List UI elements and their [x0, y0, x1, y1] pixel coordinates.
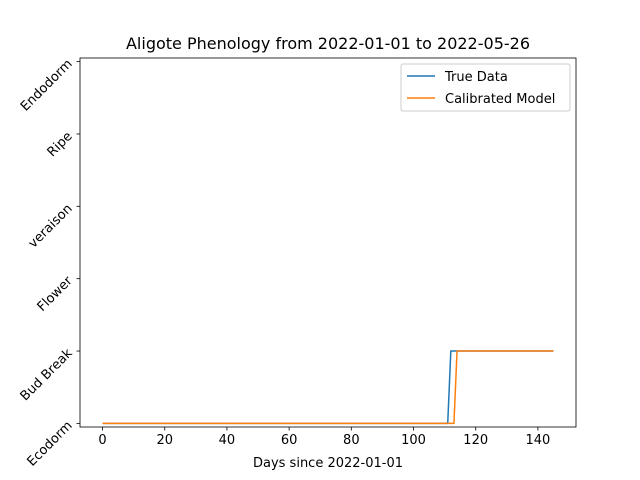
legend-box — [400, 63, 571, 112]
x-tick-label: 60 — [281, 433, 298, 448]
series-line-1 — [102, 350, 554, 425]
x-tick-label: 40 — [219, 433, 236, 448]
legend-label-1: Calibrated Model — [445, 92, 555, 107]
x-tick-label: 140 — [525, 433, 550, 448]
x-tick-label: 80 — [343, 433, 360, 448]
x-axis-label: Days since 2022-01-01 — [253, 456, 403, 471]
plot-frame — [79, 57, 577, 428]
x-axis: 0 20 40 60 80 100 120 140 — [98, 427, 550, 448]
x-tick-label: 0 — [98, 433, 106, 448]
x-tick-label: 120 — [463, 433, 488, 448]
legend: True Data Calibrated Model — [400, 63, 571, 112]
legend-label-0: True Data — [444, 70, 508, 85]
plot-area — [79, 57, 577, 428]
series-layer — [102, 350, 554, 425]
chart-title: Aligote Phenology from 2022-01-01 to 202… — [126, 34, 530, 53]
x-tick-label: 100 — [401, 433, 426, 448]
x-tick-label: 20 — [156, 433, 173, 448]
